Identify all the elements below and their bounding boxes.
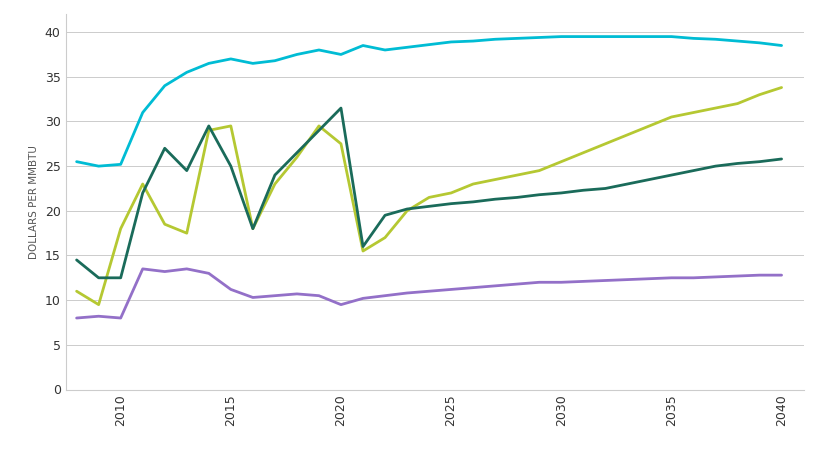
Y-axis label: DOLLARS PER MMBTU: DOLLARS PER MMBTU [29, 145, 39, 259]
